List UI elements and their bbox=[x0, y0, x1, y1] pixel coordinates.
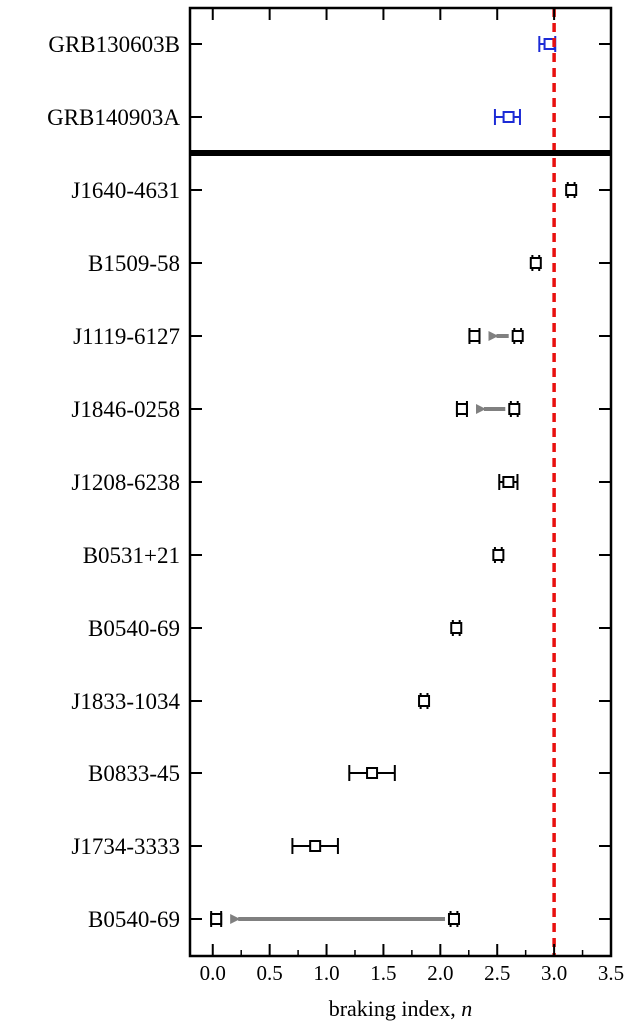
x-tick-label: 2.5 bbox=[484, 961, 510, 985]
row-label: B0540-69 bbox=[88, 616, 180, 641]
row-label: J1119-6127 bbox=[73, 324, 180, 349]
row-label: B0540-69 bbox=[88, 907, 180, 932]
row-label: B1509-58 bbox=[88, 251, 180, 276]
row-label: J1640-4631 bbox=[71, 178, 180, 203]
x-tick-label: 1.0 bbox=[313, 961, 339, 985]
data-point bbox=[447, 913, 460, 925]
row-label: B0531+21 bbox=[83, 543, 180, 568]
data-point bbox=[502, 111, 515, 123]
row-label: J1208-6238 bbox=[71, 470, 180, 495]
row-label: GRB140903A bbox=[47, 105, 180, 130]
x-tick-label: 3.0 bbox=[541, 961, 567, 985]
plot-frame bbox=[188, 6, 613, 958]
data-point bbox=[450, 622, 463, 634]
x-axis-label: braking index, n bbox=[329, 996, 473, 1021]
row-label: J1734-3333 bbox=[71, 834, 180, 859]
x-tick-label: 1.5 bbox=[370, 961, 396, 985]
endpoint-marker bbox=[468, 330, 481, 342]
x-tick-label: 3.5 bbox=[598, 961, 624, 985]
x-axis-label-variable: n bbox=[461, 996, 472, 1021]
row-label: J1833-1034 bbox=[71, 689, 180, 714]
data-point bbox=[309, 840, 322, 852]
row-label: B0833-45 bbox=[88, 761, 180, 786]
x-tick-label: 2.0 bbox=[427, 961, 453, 985]
x-axis-label-text: braking index, bbox=[329, 996, 462, 1021]
data-point bbox=[492, 549, 505, 561]
data-point bbox=[565, 184, 578, 196]
endpoint-marker bbox=[455, 403, 468, 415]
row-label: GRB130603B bbox=[48, 32, 180, 57]
data-point bbox=[511, 330, 524, 342]
data-point bbox=[502, 476, 515, 488]
data-point bbox=[366, 767, 379, 779]
data-point bbox=[529, 257, 542, 269]
x-tick-label: 0.0 bbox=[200, 961, 226, 985]
x-tick-label: 0.5 bbox=[257, 961, 283, 985]
data-point bbox=[418, 695, 431, 707]
endpoint-marker bbox=[210, 913, 223, 925]
data-point bbox=[508, 403, 521, 415]
row-label: J1846-0258 bbox=[71, 397, 180, 422]
